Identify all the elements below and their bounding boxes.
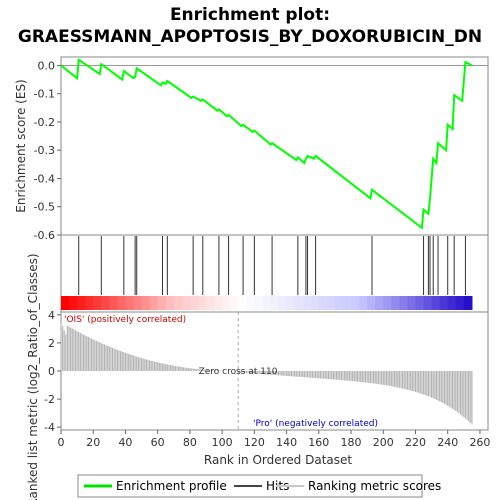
metric-tick-label: -4	[44, 421, 55, 434]
color-band-segment	[455, 296, 465, 310]
color-band-segment	[125, 296, 135, 310]
color-band-segment	[197, 296, 207, 310]
color-band-segment	[318, 296, 328, 310]
color-band-segment	[334, 296, 344, 310]
color-band-segment	[69, 296, 78, 310]
color-band-segment	[407, 296, 417, 310]
x-tick-label: 240	[437, 436, 458, 449]
color-band-segment	[206, 296, 215, 310]
es-ylabel: Enrichment score (ES)	[14, 79, 28, 212]
color-band-segment	[431, 296, 441, 310]
es-tick-label: -0.3	[34, 144, 55, 157]
x-tick-label: 40	[118, 436, 132, 449]
legend-metric-label: Ranking metric scores	[308, 479, 441, 493]
color-band-segment	[359, 296, 368, 310]
color-band-segment	[214, 296, 223, 310]
color-band-segment	[93, 296, 102, 310]
pos-correlated-label: 'OIS' (positively correlated)	[64, 315, 186, 325]
color-band-segment	[294, 296, 304, 310]
x-tick-label: 100	[212, 436, 233, 449]
zero-cross-label: Zero cross at 110	[199, 367, 278, 377]
color-band-segment	[165, 296, 175, 310]
color-band-segment	[230, 296, 239, 310]
x-tick-label: 20	[86, 436, 100, 449]
x-tick-label: 180	[341, 436, 362, 449]
color-band-segment	[222, 296, 231, 310]
color-band-segment	[375, 296, 384, 310]
color-band-segment	[173, 296, 183, 310]
color-band-segment	[254, 296, 264, 310]
hits-panel	[60, 234, 489, 313]
es-profile-line	[60, 58, 473, 230]
color-band-segment	[61, 296, 70, 310]
color-band-segment	[141, 296, 151, 310]
x-tick-label: 60	[151, 436, 165, 449]
metric-tick-label: -2	[44, 393, 55, 406]
color-band-segment	[101, 296, 110, 310]
metric-tick-label: 4	[48, 309, 55, 322]
color-band-segment	[351, 296, 360, 310]
es-tick-label: -0.4	[34, 172, 55, 185]
x-tick-label: 160	[308, 436, 329, 449]
es-tick-label: -0.6	[34, 229, 55, 242]
color-band-segment	[367, 296, 376, 310]
color-band-segment	[399, 296, 409, 310]
metric-tick-label: 0	[48, 365, 55, 378]
color-band-segment	[157, 296, 167, 310]
x-tick-label: 0	[58, 436, 65, 449]
color-band-segment	[391, 296, 400, 310]
color-band-segment	[189, 296, 199, 310]
x-tick-label: 140	[276, 436, 297, 449]
color-band-segment	[85, 296, 94, 310]
color-band-segment	[77, 296, 86, 310]
x-tick-label: 200	[373, 436, 394, 449]
color-band-segment	[383, 296, 392, 310]
neg-correlated-label: 'Pro' (negatively correlated)	[253, 419, 378, 429]
color-band-segment	[302, 296, 312, 310]
es-tick-label: -0.2	[34, 116, 55, 129]
color-band-segment	[423, 296, 433, 310]
color-band-segment	[310, 296, 320, 310]
color-band-segment	[149, 296, 159, 310]
x-tick-label: 220	[405, 436, 426, 449]
color-band-segment	[270, 296, 280, 310]
color-band-segment	[439, 296, 449, 310]
color-band-segment	[262, 296, 272, 310]
chart-title-line1: Enrichment plot:	[170, 5, 330, 25]
metric-tick-label: 2	[48, 337, 55, 350]
x-tick-label: 260	[469, 436, 490, 449]
es-panel: 0.0 -0.1 -0.2 -0.3 -0.4 -0.5 -0.6 Enrichment s…	[14, 56, 489, 242]
color-band-segment	[181, 296, 191, 310]
es-tick-label: -0.5	[34, 201, 55, 214]
color-band-segment	[342, 296, 352, 310]
color-band-segment	[415, 296, 425, 310]
chart-title-line2: GRAESSMANN_APOPTOSIS_BY_DOXORUBICIN_DN	[18, 27, 482, 47]
color-band-segment	[117, 296, 127, 310]
color-band-segment	[278, 296, 288, 310]
x-tick-label: 80	[183, 436, 197, 449]
legend: Enrichment profile Hits Ranking metric s…	[77, 474, 441, 498]
color-band-segment	[109, 296, 118, 310]
x-tick-label: 120	[244, 436, 265, 449]
x-axis-label: Rank in Ordered Dataset	[204, 453, 352, 467]
color-band-segment	[246, 296, 255, 310]
metric-panel: 'OIS' (positively correlated) Zero cross…	[26, 253, 489, 500]
color-band-segment	[326, 296, 336, 310]
es-tick-label: -0.1	[34, 88, 55, 101]
color-band-segment	[447, 296, 457, 310]
color-band-segment	[133, 296, 143, 310]
color-band-segment	[238, 296, 247, 310]
es-tick-label: 0.0	[38, 59, 56, 72]
legend-es-label: Enrichment profile	[116, 479, 227, 493]
color-band-segment	[286, 296, 296, 310]
color-band-segment	[463, 296, 473, 310]
metric-ylabel: Ranked list metric (log2_Ratio_of_Classe…	[26, 253, 40, 500]
